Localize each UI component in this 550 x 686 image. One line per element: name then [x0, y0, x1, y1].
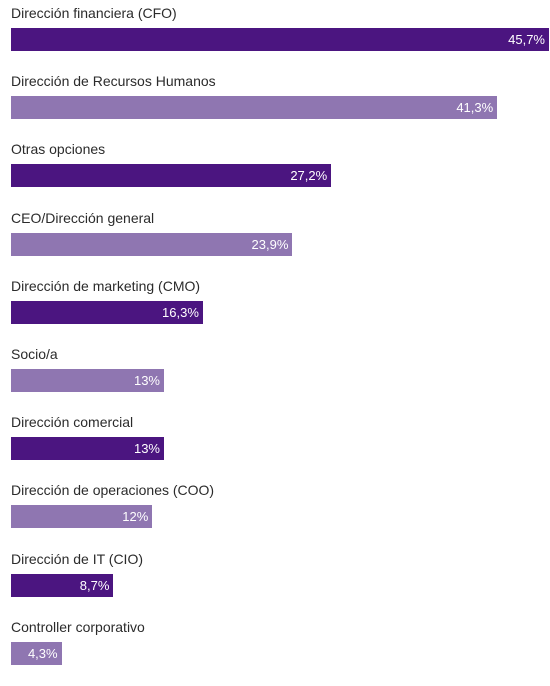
data-label: 4,3%: [27, 645, 58, 661]
bar-row: Dirección de marketing (CMO) 16,3%: [0, 277, 550, 345]
data-label: 45,7%: [508, 32, 545, 47]
data-label: 13%: [133, 441, 160, 457]
bar-row: Dirección de Recursos Humanos 41,3%: [0, 72, 550, 140]
bar-row: Dirección de IT (CIO) 8,7%: [0, 550, 550, 618]
bar-row: CEO/Dirección general 23,9%: [0, 209, 550, 277]
bar: 13%: [11, 437, 164, 461]
data-label: 23,9%: [251, 236, 289, 252]
data-label: 8,7%: [79, 577, 110, 593]
bar-row: Dirección de operaciones (COO) 12%: [0, 481, 550, 549]
bar: 13%: [11, 369, 164, 392]
bar: 16,3%: [11, 300, 203, 324]
category-label: Dirección de operaciones (COO): [11, 482, 215, 499]
category-label: CEO/Dirección general: [11, 209, 155, 226]
category-label: Dirección de Recursos Humanos: [11, 73, 216, 90]
bar: 4,3%: [11, 641, 62, 665]
data-label: 13%: [133, 373, 160, 388]
category-label: Otras opciones: [11, 141, 106, 158]
category-label: Dirección comercial: [11, 414, 134, 431]
bar-row: Dirección comercial 13%: [0, 413, 550, 481]
bar: 27,2%: [11, 164, 332, 188]
bar: 23,9%: [11, 232, 293, 256]
data-label: 12%: [122, 509, 149, 525]
bar: 8,7%: [11, 573, 114, 597]
bar-row: Controller corporativo 4,3%: [0, 618, 550, 686]
category-label: Controller corporativo: [11, 618, 145, 635]
category-label: Dirección financiera (CFO): [11, 5, 177, 21]
bar-row: Otras opciones 27,2%: [0, 140, 550, 208]
data-label: 16,3%: [162, 304, 199, 320]
bar: 41,3%: [11, 96, 498, 120]
bar: 12%: [11, 505, 153, 529]
category-label: Dirección de IT (CIO): [11, 550, 143, 567]
bar: 45,7%: [11, 28, 549, 51]
bar-row: Socio/a 13%: [0, 345, 550, 413]
bar-row: Dirección financiera (CFO) 45,7%: [0, 4, 550, 72]
category-label: Socio/a: [11, 346, 58, 362]
data-label: 41,3%: [456, 100, 494, 116]
category-label: Dirección de marketing (CMO): [11, 277, 201, 294]
data-label: 27,2%: [290, 168, 328, 184]
